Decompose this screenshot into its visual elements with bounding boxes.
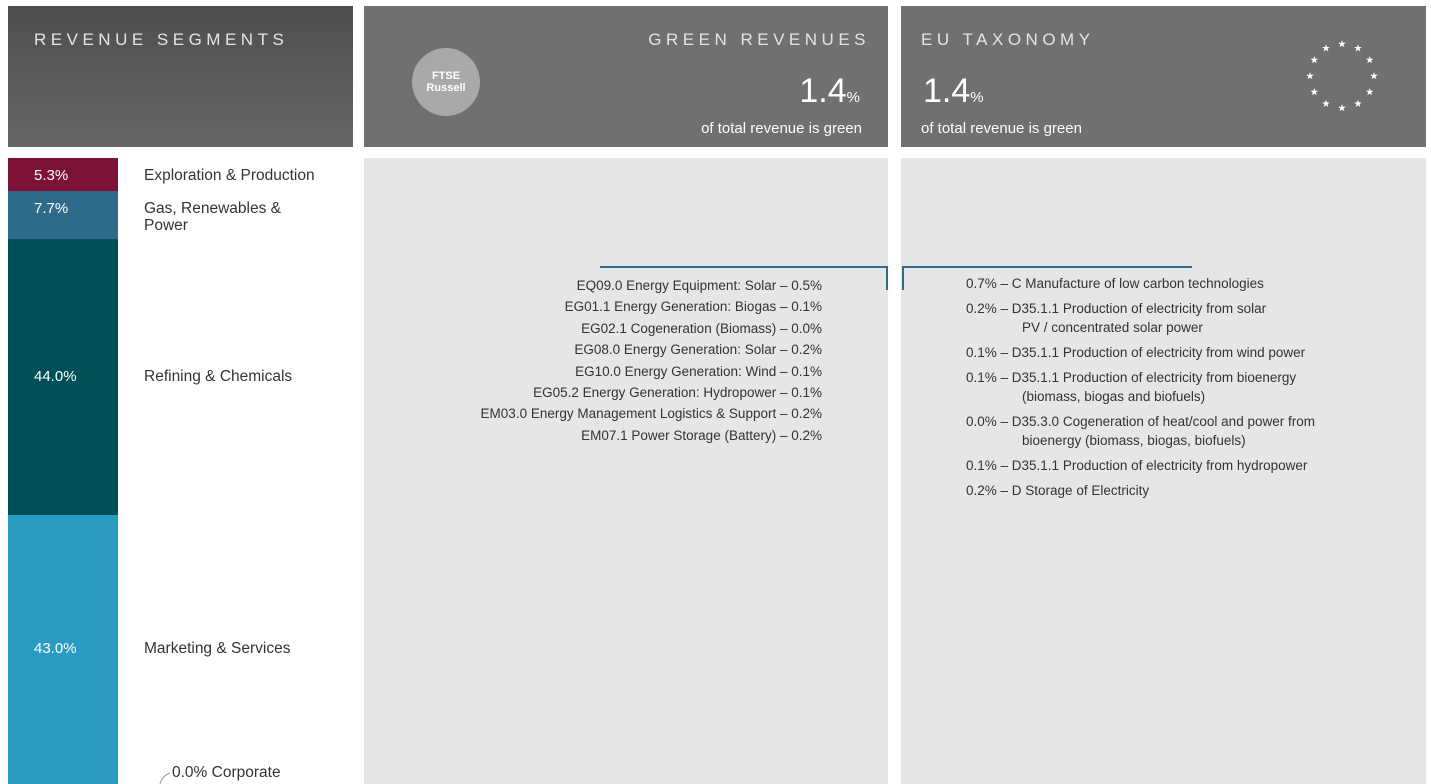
bracket [902,266,1192,290]
star [1338,40,1346,48]
star [1306,72,1314,80]
eu-panel [901,158,1426,784]
eu-caption: of total revenue is green [921,120,1082,137]
value: 1.4 [799,72,847,110]
star [1365,56,1374,64]
value: 1.4 [923,72,971,110]
ftse-logo: FTSE Russell [412,48,480,116]
star [1354,44,1362,52]
category-label: Gas, Renewables & Power [144,200,281,235]
green-panel [364,158,888,784]
eu-item-line: 0.7% – C Manufacture of low carbon techn… [966,276,1264,291]
star [1310,56,1319,64]
green-item: EQ09.0 Energy Equipment: Solar – 0.5% [576,278,822,293]
segments-title: REVENUE SEGMENTS [34,30,289,49]
segment [8,239,118,515]
eu-value: 1.4% [923,72,984,111]
eu-stars [1306,40,1378,112]
segment-label: 0.0% Corporate [172,764,281,782]
star [1370,72,1378,80]
eu-item-line: bioenergy (biomass, biogas, biofuels) [1022,433,1246,448]
eu-item-line: 0.0% – D35.3.0 Cogeneration of heat/cool… [966,414,1315,429]
category-label: Marketing & Services [144,640,291,658]
segments-header: REVENUE SEGMENTS [8,6,353,147]
green-value: 1.4% [799,72,860,111]
eu-item-line: 0.1% – D35.1.1 Production of electricity… [966,458,1308,473]
green-title: GREEN REVENUES [648,30,870,49]
green-item: EG10.0 Energy Generation: Wind – 0.1% [575,363,822,379]
logo-line: FTSE [431,70,461,82]
green-item: EG08.0 Energy Generation: Solar – 0.2% [574,342,822,358]
segment [8,514,118,784]
category-label: Corporate [211,764,281,781]
star [1310,88,1319,96]
unit: % [846,89,860,106]
green-caption: of total revenue is green [701,120,862,137]
value-label: 0.0% [172,764,208,781]
green-header: GREEN REVENUES FTSE Russell 1.4% of tota… [364,6,888,147]
value-label: 7.7% [34,200,69,218]
star [1365,88,1374,96]
green-item: EG01.1 Energy Generation: Biogas – 0.1% [564,299,822,315]
value-label: 43.0% [34,640,77,658]
unit: % [970,89,984,106]
bracket [600,266,888,290]
eu-item-line: 0.1% – D35.1.1 Production of electricity… [966,345,1306,360]
leader-line [159,772,171,784]
star [1322,99,1330,107]
green-item: EM07.1 Power Storage (Battery) – 0.2% [581,427,822,443]
eu-item-line: 0.1% – D35.1.1 Production of electricity… [966,370,1297,385]
value-label: 5.3% [34,167,69,184]
star [1338,104,1346,112]
green-item: EM03.0 Energy Management Logistics & Sup… [480,406,822,422]
segment [8,191,118,240]
segment [8,158,118,192]
eu-item-line: (biomass, biogas and biofuels) [1022,389,1206,404]
star [1322,44,1330,52]
eu-header: EU TAXONOMY 1.4% of total revenue is gre… [901,6,1426,147]
eu-item-line: PV / concentrated solar power [1022,320,1203,335]
category-label: Refining & Chemicals [144,368,293,386]
star [1354,99,1362,107]
logo-line: Russell [426,82,466,94]
green-item: EG05.2 Energy Generation: Hydropower – 0… [533,385,822,400]
eu-item-line: 0.2% – D35.1.1 Production of electricity… [966,301,1267,316]
eu-item-line: 0.2% – D Storage of Electricity [966,483,1150,498]
green-item: EG02.1 Cogeneration (Biomass) – 0.0% [581,320,822,336]
eu-title: EU TAXONOMY [921,30,1095,49]
category-label: Exploration & Production [144,167,315,184]
value-label: 44.0% [34,368,77,386]
